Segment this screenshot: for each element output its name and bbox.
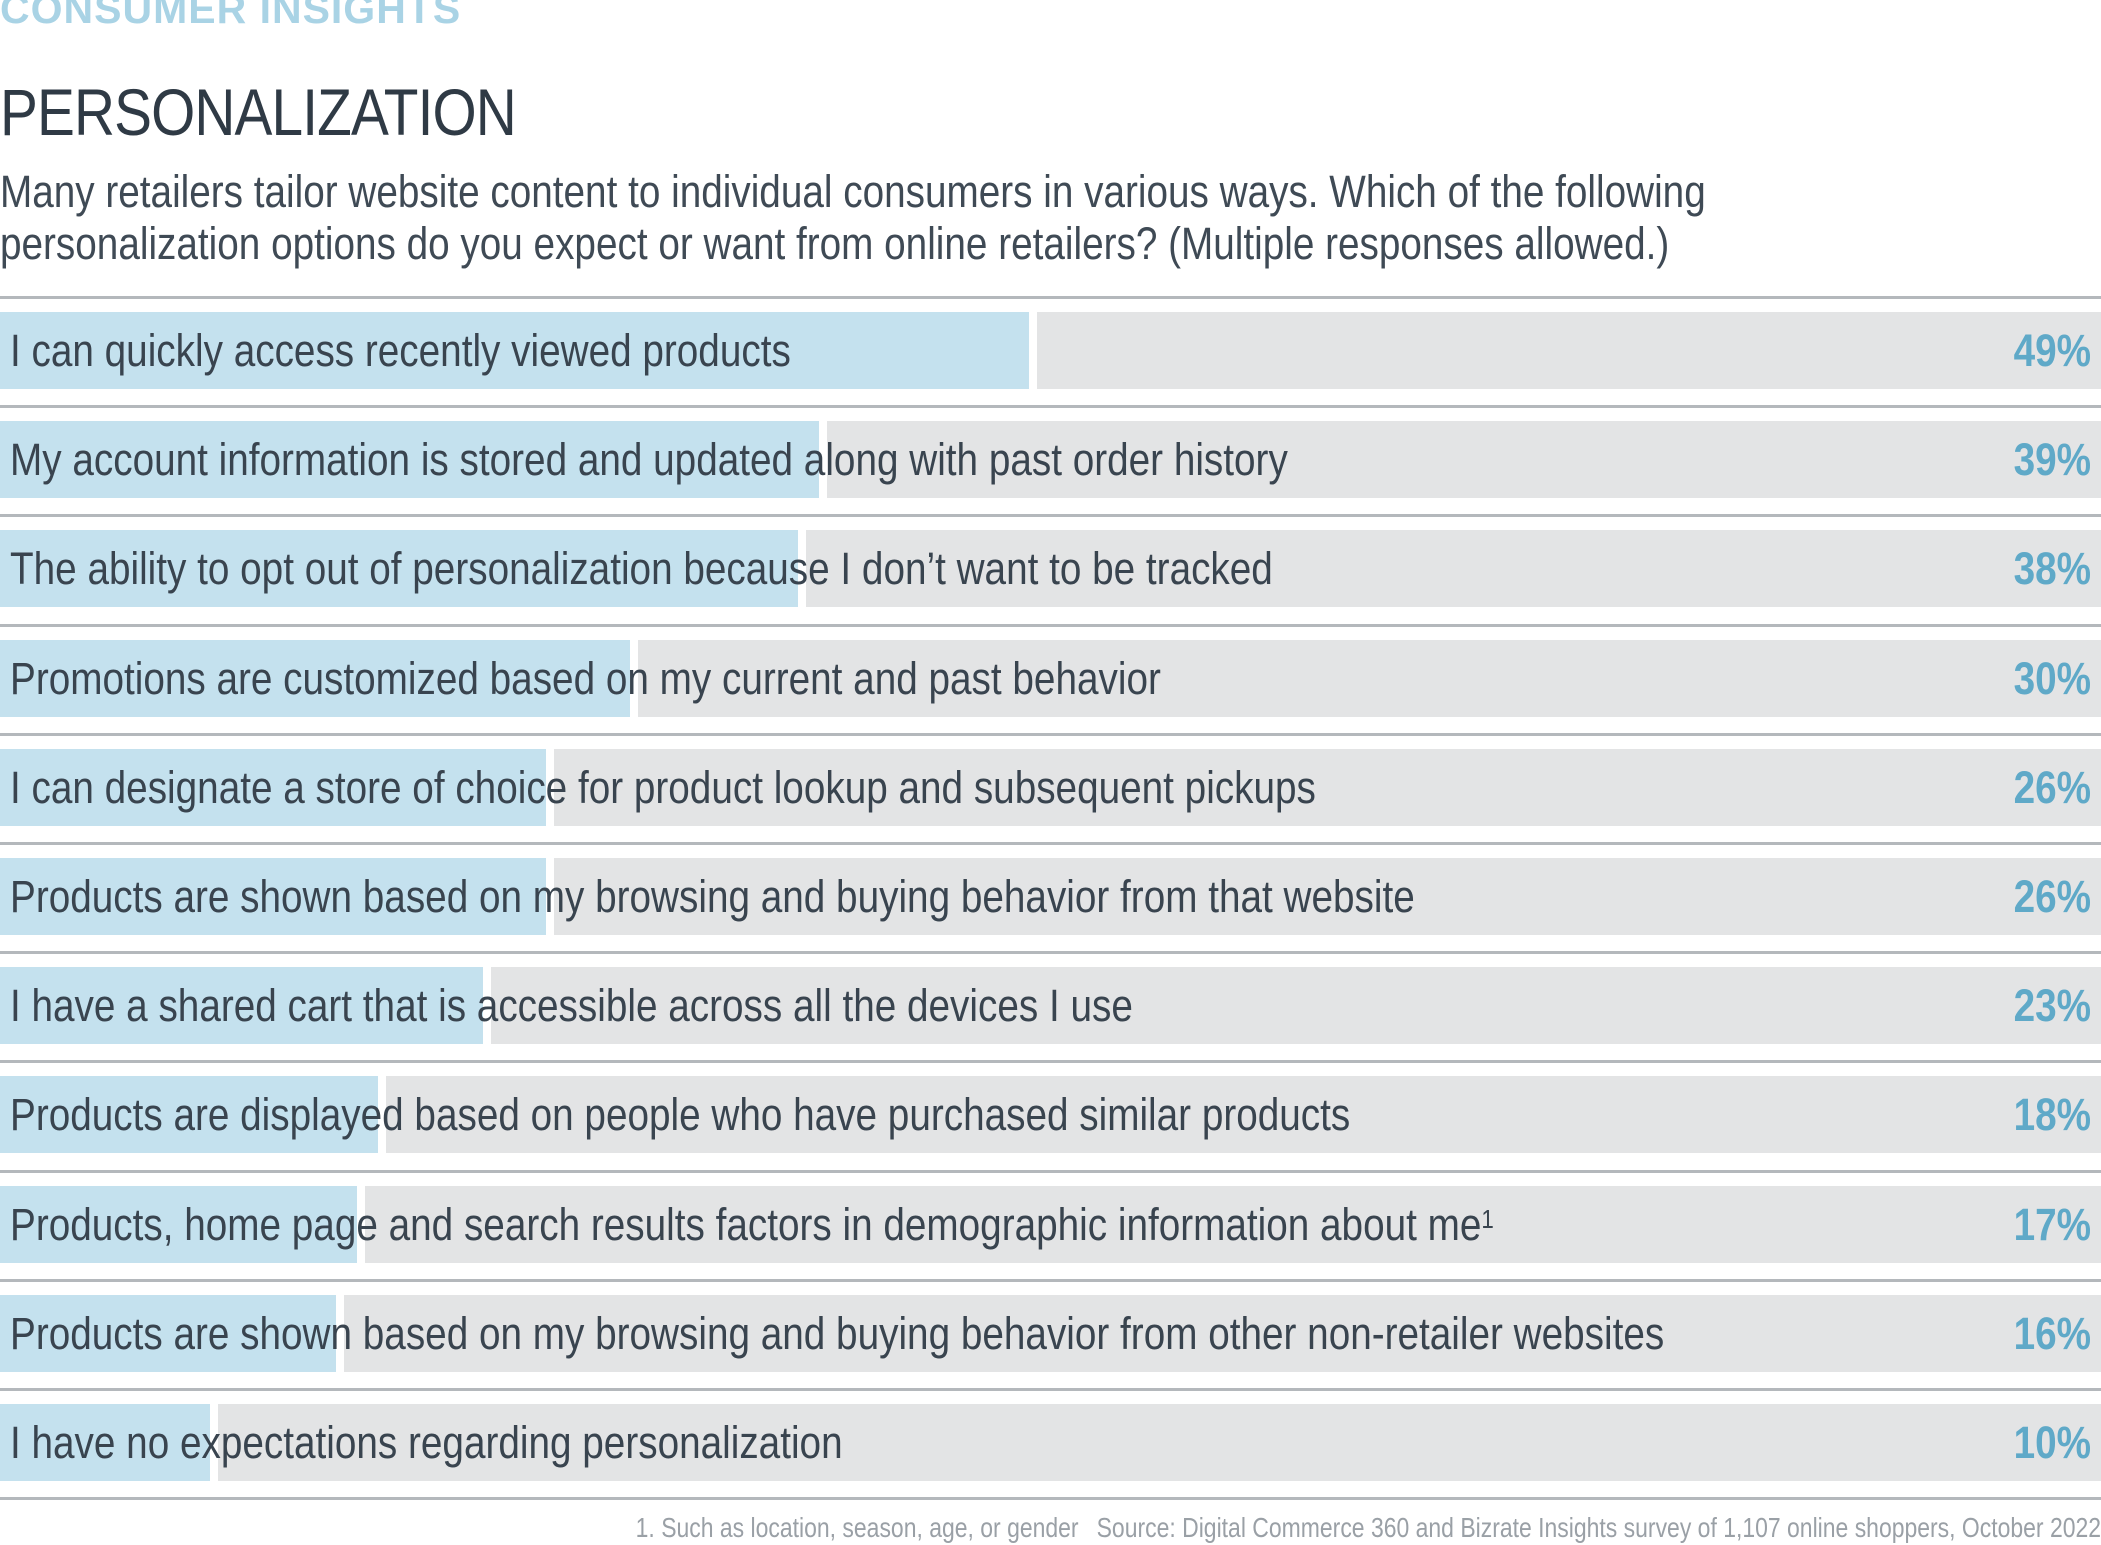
bar-value-label: 10% (2013, 1417, 2091, 1468)
bar-track (1037, 312, 2101, 389)
bar-value-label: 17% (2013, 1199, 2091, 1250)
bar (0, 421, 819, 498)
row-divider (0, 733, 2101, 736)
bar-value-label: 26% (2013, 762, 2091, 813)
bar-label: I have no expectations regarding persona… (10, 1417, 843, 1468)
bar-chart: I can quickly access recently viewed pro… (0, 296, 2101, 1500)
chart-row: I can quickly access recently viewed pro… (0, 296, 2101, 406)
bar-label: Products are shown based on my browsing … (10, 1308, 1665, 1359)
footnote: 1. Such as location, season, age, or gen… (635, 1512, 1079, 1543)
bar-track (344, 1295, 2101, 1372)
row-divider (0, 624, 2101, 627)
bar-label: Products, home page and search results f… (10, 1199, 1494, 1250)
bar-value-label: 39% (2013, 434, 2091, 485)
question-line-1: Many retailers tailor website content to… (0, 166, 1706, 217)
bar (0, 1186, 357, 1263)
bar (0, 530, 798, 607)
bar-track (554, 749, 2101, 826)
bar-track (806, 530, 2101, 607)
row-divider (0, 842, 2101, 845)
bar-value-label: 38% (2013, 543, 2091, 594)
bar-track (218, 1404, 2101, 1481)
bar-label: I can designate a store of choice for pr… (10, 762, 1316, 813)
page-title: PERSONALIZATION (0, 75, 517, 149)
bar-label: I have a shared cart that is accessible … (10, 980, 1133, 1031)
bar-label: I can quickly access recently viewed pro… (10, 325, 791, 376)
row-divider (0, 296, 2101, 299)
bar-track (491, 967, 2101, 1044)
row-divider (0, 951, 2101, 954)
question-line-2: personalization options do you expect or… (0, 218, 1670, 269)
chart-row: Products are shown based on my browsing … (0, 842, 2101, 952)
bar-label: Products are shown based on my browsing … (10, 871, 1415, 922)
section-kicker: CONSUMER INSIGHTS (0, 0, 462, 32)
chart-row: Products, home page and search results f… (0, 1170, 2101, 1280)
bar-label: Promotions are customized based on my cu… (10, 653, 1161, 704)
bar-track (638, 640, 2101, 717)
bar (0, 312, 1029, 389)
chart-row: I have a shared cart that is accessible … (0, 951, 2101, 1061)
row-divider (0, 1388, 2101, 1391)
chart-row: Products are displayed based on people w… (0, 1060, 2101, 1170)
chart-row: I have no expectations regarding persona… (0, 1388, 2101, 1498)
bar-track (827, 421, 2101, 498)
bar (0, 1295, 336, 1372)
chart-footer: 1. Such as location, season, age, or gen… (636, 1512, 2101, 1544)
row-divider (0, 1060, 2101, 1063)
bar-label: The ability to opt out of personalizatio… (10, 543, 1273, 594)
bar-track (386, 1076, 2101, 1153)
bar-track (365, 1186, 2101, 1263)
chart-bottom-rule (0, 1497, 2101, 1500)
bar-label: My account information is stored and upd… (10, 434, 1288, 485)
question-text: Many retailers tailor website content to… (0, 166, 1720, 270)
bar (0, 749, 546, 826)
bar-value-label: 30% (2013, 653, 2091, 704)
row-divider (0, 514, 2101, 517)
chart-row: My account information is stored and upd… (0, 405, 2101, 515)
chart-row: Promotions are customized based on my cu… (0, 624, 2101, 734)
chart-row: I can designate a store of choice for pr… (0, 733, 2101, 843)
bar (0, 1076, 378, 1153)
bar (0, 1404, 210, 1481)
bar (0, 967, 483, 1044)
bar (0, 640, 630, 717)
bar-value-label: 26% (2013, 871, 2091, 922)
bar-track (554, 858, 2101, 935)
bar (0, 858, 546, 935)
chart-row: Products are shown based on my browsing … (0, 1279, 2101, 1389)
bar-value-label: 18% (2013, 1089, 2091, 1140)
row-divider (0, 1170, 2101, 1173)
bar-value-label: 16% (2013, 1308, 2091, 1359)
row-divider (0, 1279, 2101, 1282)
row-divider (0, 405, 2101, 408)
bar-value-label: 23% (2013, 980, 2091, 1031)
footnote-mark: 1 (1481, 1204, 1494, 1234)
chart-row: The ability to opt out of personalizatio… (0, 514, 2101, 624)
bar-value-label: 49% (2013, 325, 2091, 376)
source-note: Source: Digital Commerce 360 and Bizrate… (1096, 1512, 2101, 1543)
bar-label: Products are displayed based on people w… (10, 1089, 1351, 1140)
